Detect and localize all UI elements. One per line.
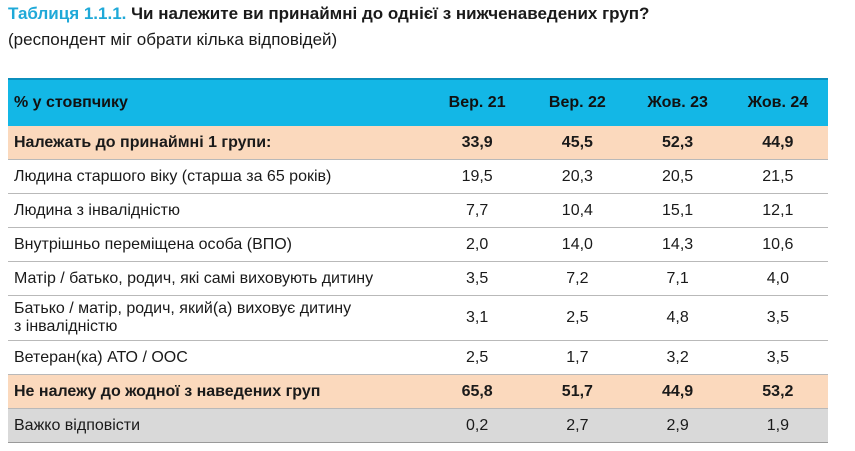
cell-value: 2,5 (427, 340, 528, 375)
cell-value: 2,0 (427, 227, 528, 262)
cell-value: 1,7 (527, 340, 628, 375)
row-label: Матір / батько, родич, які самі виховуют… (8, 261, 428, 296)
row-label: Важко відповісти (8, 408, 428, 443)
row-label: Внутрішньо переміщена особа (ВПО) (8, 227, 428, 262)
cell-value: 4,0 (727, 261, 828, 296)
cell-value: 1,9 (727, 408, 828, 443)
cell-value: 7,1 (627, 261, 728, 296)
cell-value: 7,7 (427, 193, 528, 228)
cell-value: 14,0 (527, 227, 628, 262)
header-col-sep21: Вер. 21 (427, 78, 528, 126)
cell-value: 3,2 (627, 340, 728, 375)
row-label: Належать до принаймні 1 групи: (8, 126, 428, 160)
cell-value: 12,1 (727, 193, 828, 228)
cell-value: 20,3 (527, 159, 628, 194)
cell-value: 3,5 (727, 295, 828, 341)
header-col-oct23: Жов. 23 (627, 78, 728, 126)
cell-value: 33,9 (427, 126, 528, 160)
cell-value: 53,2 (727, 374, 828, 409)
cell-value: 65,8 (427, 374, 528, 409)
cell-value: 21,5 (727, 159, 828, 194)
cell-value: 3,5 (427, 261, 528, 296)
header-row: % у стовпчику Вер. 21 Вер. 22 Жов. 23 Жо… (8, 78, 828, 126)
table-row: Внутрішньо переміщена особа (ВПО) 2,0 14… (8, 227, 828, 262)
survey-table: % у стовпчику Вер. 21 Вер. 22 Жов. 23 Жо… (8, 78, 828, 443)
row-label: Батько / матір, родич, який(а) виховує д… (8, 295, 428, 341)
table-number: Таблиця 1.1.1. (8, 4, 127, 23)
cell-value: 2,5 (527, 295, 628, 341)
row-label: Не належу до жодної з наведених груп (8, 374, 428, 409)
cell-value: 0,2 (427, 408, 528, 443)
cell-value: 7,2 (527, 261, 628, 296)
row-label: Людина з інвалідністю (8, 193, 428, 228)
table-title: Таблиця 1.1.1. Чи належите ви принаймні … (8, 4, 649, 24)
cell-value: 3,5 (727, 340, 828, 375)
cell-value: 14,3 (627, 227, 728, 262)
table-subtitle: (респондент міг обрати кілька відповідей… (8, 30, 338, 49)
cell-value: 15,1 (627, 193, 728, 228)
cell-value: 10,6 (727, 227, 828, 262)
cell-value: 20,5 (627, 159, 728, 194)
row-label-line2: з інвалідністю (14, 318, 118, 335)
table-row: Матір / батько, родич, які самі виховуют… (8, 261, 828, 296)
table-row: Батько / матір, родич, який(а) виховує д… (8, 295, 828, 341)
cell-value: 44,9 (727, 126, 828, 160)
cell-value: 2,9 (627, 408, 728, 443)
cell-value: 10,4 (527, 193, 628, 228)
header-label: % у стовпчику (8, 78, 428, 126)
row-label-line1: Батько / матір, родич, який(а) виховує д… (14, 300, 352, 317)
cell-value: 2,7 (527, 408, 628, 443)
table-row: Належать до принаймні 1 групи: 33,9 45,5… (8, 126, 828, 160)
table-row: Ветеран(ка) АТО / ООС 2,5 1,7 3,2 3,5 (8, 340, 828, 375)
header-col-sep22: Вер. 22 (527, 78, 628, 126)
table-row: Не належу до жодної з наведених груп 65,… (8, 374, 828, 409)
table-row: Важко відповісти 0,2 2,7 2,9 1,9 (8, 408, 828, 443)
cell-value: 52,3 (627, 126, 728, 160)
cell-value: 4,8 (627, 295, 728, 341)
table-row: Людина з інвалідністю 7,7 10,4 15,1 12,1 (8, 193, 828, 228)
cell-value: 45,5 (527, 126, 628, 160)
row-label: Людина старшого віку (старша за 65 років… (8, 159, 428, 194)
row-label: Ветеран(ка) АТО / ООС (8, 340, 428, 375)
table-question: Чи належите ви принаймні до однієї з ниж… (131, 4, 650, 23)
cell-value: 51,7 (527, 374, 628, 409)
header-col-oct24: Жов. 24 (727, 78, 828, 126)
cell-value: 19,5 (427, 159, 528, 194)
table-row: Людина старшого віку (старша за 65 років… (8, 159, 828, 194)
cell-value: 3,1 (427, 295, 528, 341)
cell-value: 44,9 (627, 374, 728, 409)
